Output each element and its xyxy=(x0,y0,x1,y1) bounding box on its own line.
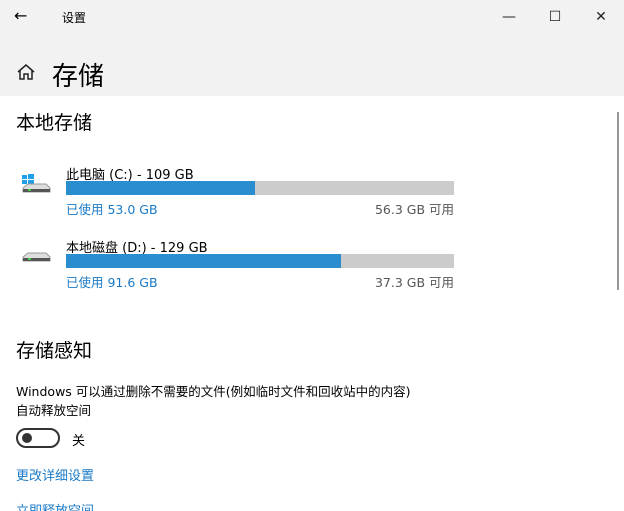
usage-bar xyxy=(66,181,454,195)
windows-drive-icon xyxy=(22,174,51,193)
sense-description-2: 自动释放空间 xyxy=(16,403,92,418)
sense-description: Windows 可以通过删除不需要的文件(例如临时文件和回收站中的内容) xyxy=(16,384,411,399)
scrollbar[interactable] xyxy=(617,112,619,290)
window-title: 设置 xyxy=(62,11,87,25)
drive-icon xyxy=(22,252,51,262)
back-arrow-icon[interactable]: ← xyxy=(14,6,28,25)
usage-bar xyxy=(66,254,454,268)
header-area xyxy=(0,0,624,96)
free-space-now-link[interactable]: 立即释放空间 xyxy=(16,500,94,511)
toggle-state-label: 关 xyxy=(72,434,86,449)
used-space: 已使用 53.0 GB xyxy=(66,202,158,217)
drive-name: 此电脑 (C:) - 109 GB xyxy=(66,168,194,183)
drive-name: 本地磁盘 (D:) - 129 GB xyxy=(66,241,208,256)
home-icon[interactable] xyxy=(16,63,36,81)
close-button[interactable]: ✕ xyxy=(595,8,607,25)
page-title: 存储 xyxy=(52,62,105,92)
free-space: 37.3 GB 可用 xyxy=(374,275,454,290)
storage-sense-toggle[interactable] xyxy=(16,428,60,448)
maximize-button[interactable]: ☐ xyxy=(548,8,562,25)
change-settings-link[interactable]: 更改详细设置 xyxy=(16,469,95,484)
used-space: 已使用 91.6 GB xyxy=(66,275,158,290)
free-space: 56.3 GB 可用 xyxy=(374,202,454,217)
storage-sense-heading: 存储感知 xyxy=(16,340,93,362)
local-storage-heading: 本地存储 xyxy=(16,112,93,134)
minimize-button[interactable]: — xyxy=(502,8,516,25)
